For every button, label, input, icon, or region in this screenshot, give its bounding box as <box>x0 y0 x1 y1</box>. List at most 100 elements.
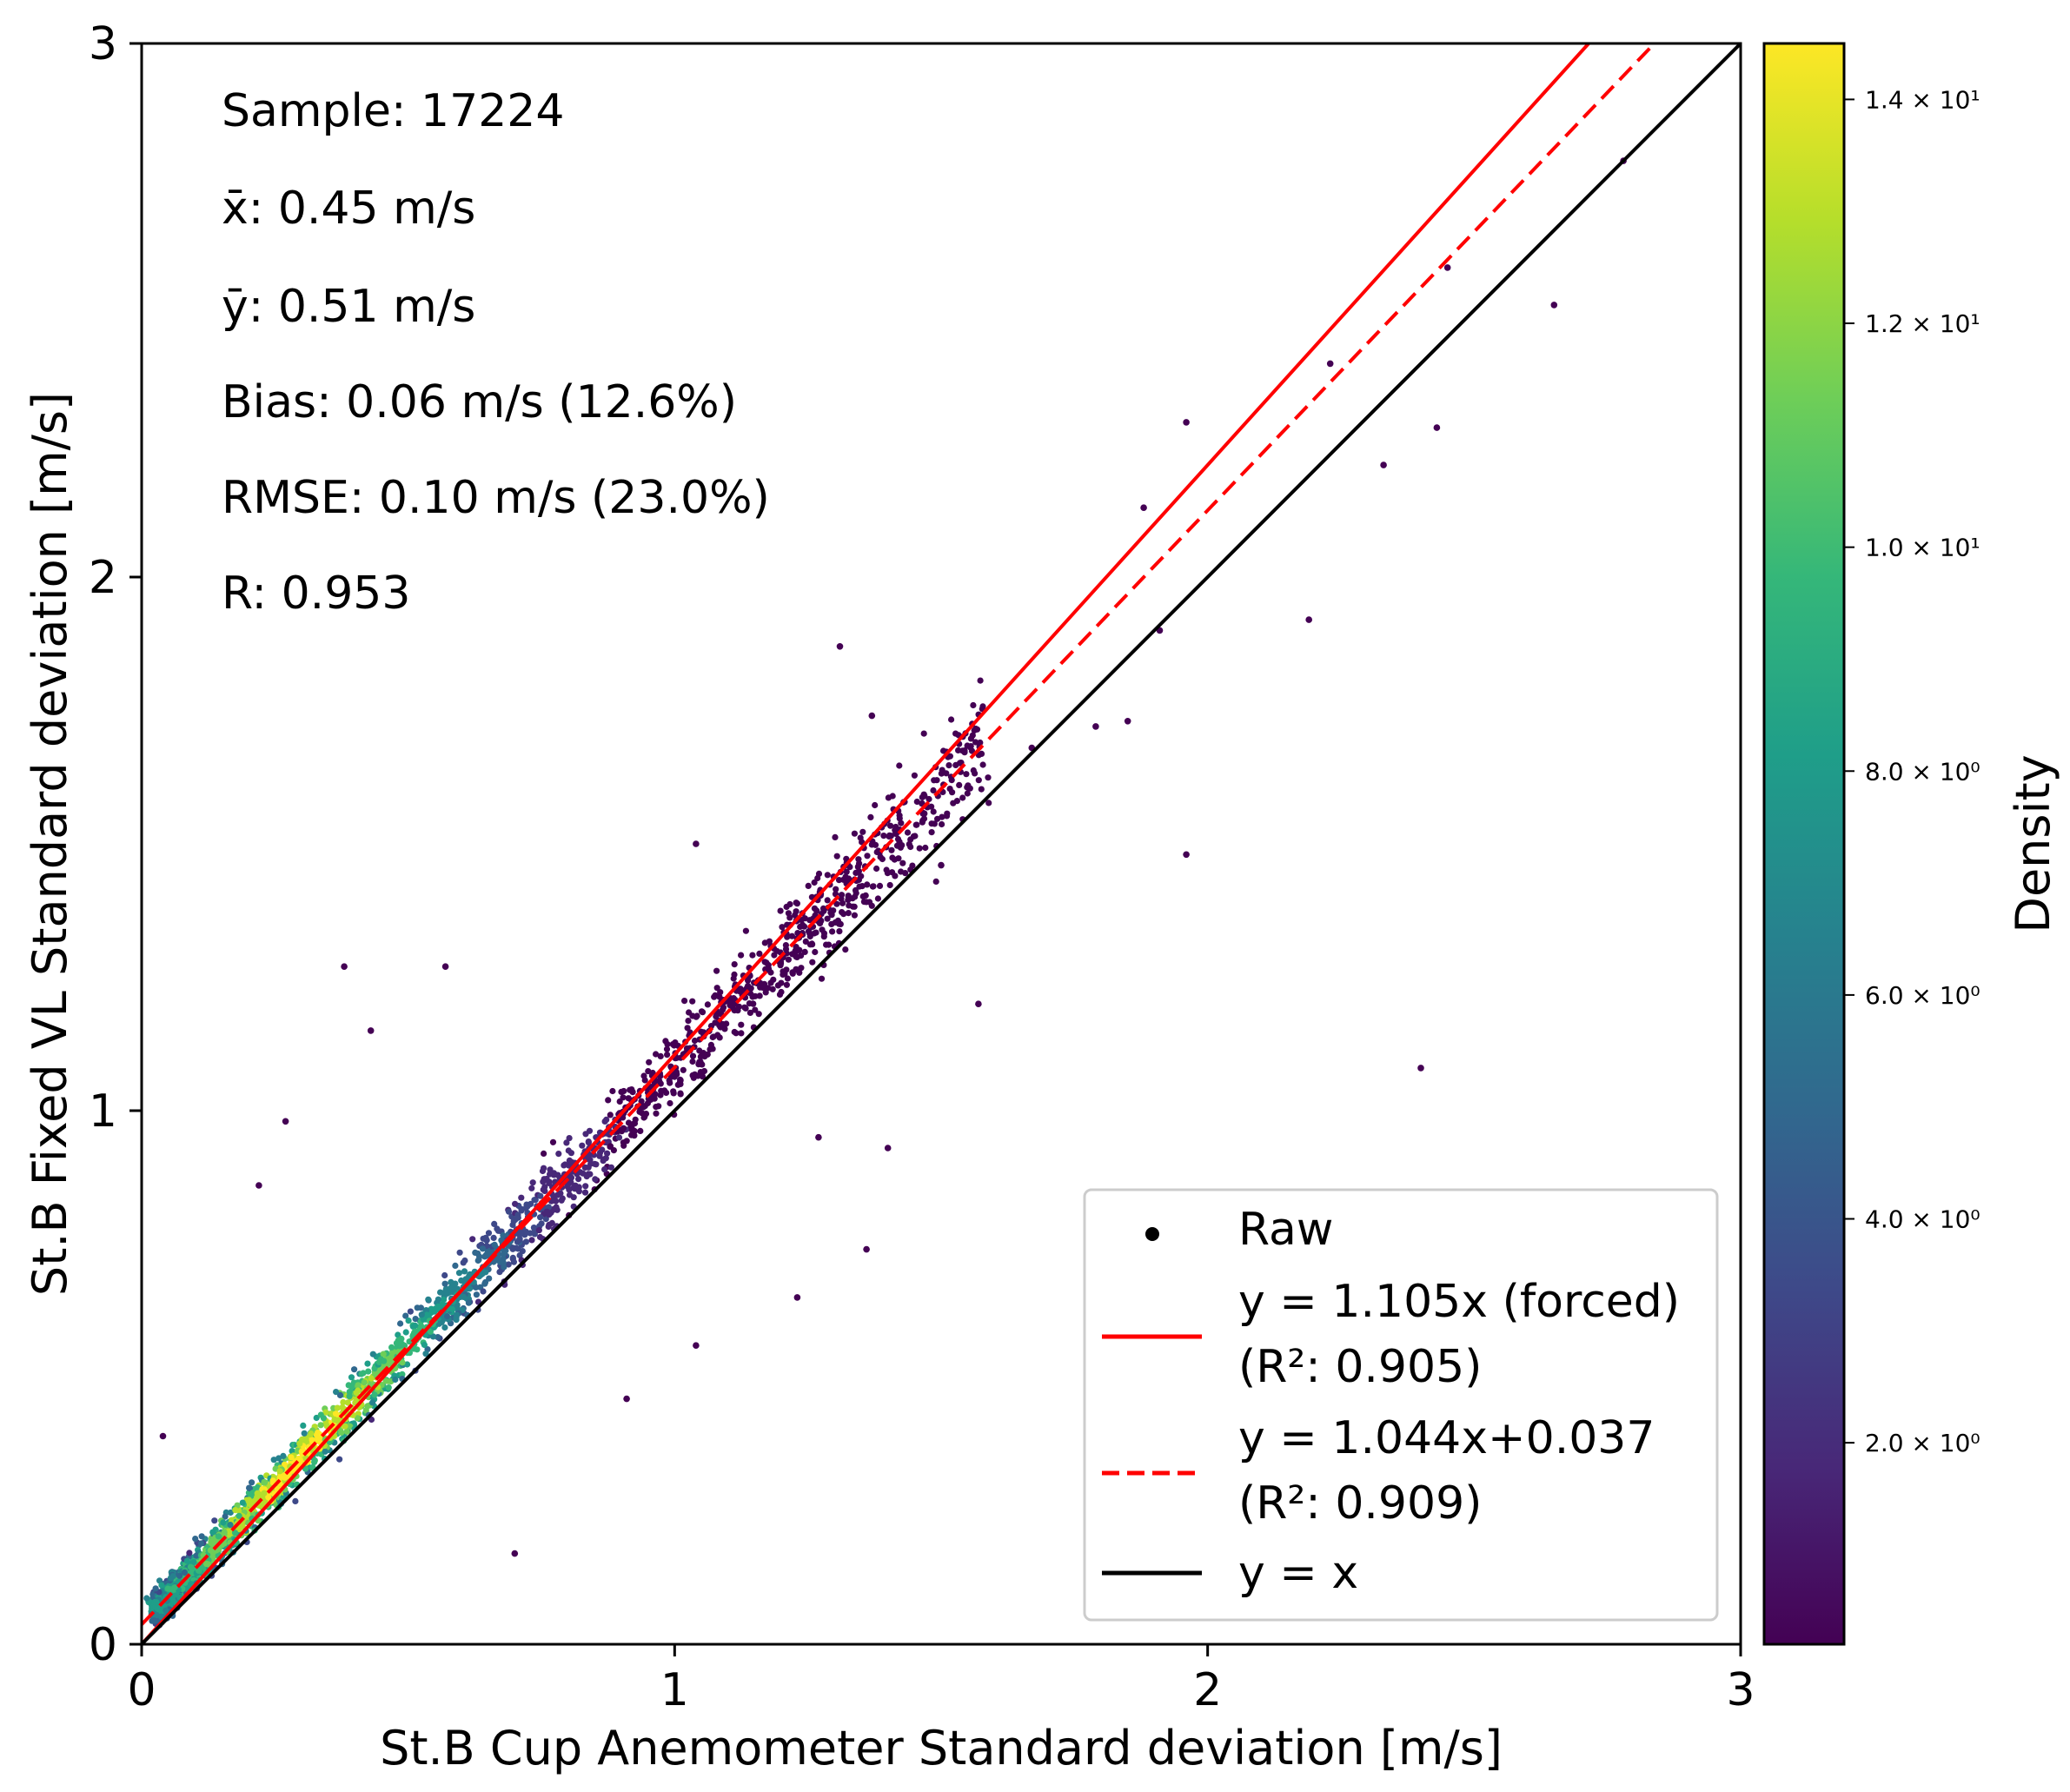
density-point <box>152 1585 159 1592</box>
x-tick-label: 2 <box>1193 1664 1222 1716</box>
density-point <box>355 1382 362 1389</box>
density-point <box>898 820 905 826</box>
density-point <box>261 1478 268 1485</box>
density-point <box>609 1087 616 1095</box>
density-point <box>425 1296 432 1303</box>
density-point <box>738 1021 745 1028</box>
density-point <box>607 1112 614 1118</box>
density-point <box>479 1245 487 1252</box>
density-point <box>420 1316 427 1323</box>
density-point <box>767 979 774 986</box>
density-point <box>911 772 918 779</box>
colorbar-ticks: 2.0 × 10⁰ 4.0 × 10⁰ 6.0 × 10⁰ 8.0 × 10⁰ 1.0 … <box>1844 85 1980 1457</box>
density-point <box>385 1384 392 1391</box>
density-point <box>539 1167 547 1175</box>
density-point <box>849 903 857 910</box>
colorbar-tick-label: 8.0 × 10⁰ <box>1865 757 1980 786</box>
density-point <box>222 1513 229 1520</box>
density-point <box>581 1189 589 1196</box>
outlier-point <box>1183 851 1190 859</box>
density-point <box>543 1208 550 1215</box>
density-point <box>793 899 799 906</box>
density-point <box>873 848 880 856</box>
density-point <box>620 1094 627 1101</box>
y-axis-title: St.B Fixed VL Standard deviation [m/s] <box>23 392 77 1296</box>
density-point <box>505 1261 512 1268</box>
density-point <box>835 877 843 884</box>
density-point <box>663 1089 670 1096</box>
density-point <box>164 1585 171 1592</box>
density-point <box>877 853 884 860</box>
density-point <box>570 1194 577 1201</box>
density-point <box>784 975 792 982</box>
density-point <box>441 1271 448 1279</box>
density-point <box>585 1138 592 1145</box>
density-point <box>423 1307 430 1314</box>
outlier-point <box>836 643 844 650</box>
colorbar-tick-label: 1.2 × 10¹ <box>1865 309 1980 338</box>
density-point <box>346 1393 353 1400</box>
density-point <box>956 781 963 789</box>
density-point <box>887 822 894 829</box>
density-point <box>601 1166 608 1173</box>
density-point <box>192 1536 199 1543</box>
outlier-point <box>693 1342 700 1349</box>
density-point <box>254 1494 261 1501</box>
density-point <box>421 1341 428 1349</box>
density-point <box>745 982 752 989</box>
density-point <box>548 1219 555 1226</box>
density-point <box>891 856 898 863</box>
density-point <box>777 962 784 969</box>
density-point <box>874 895 882 902</box>
density-point <box>799 921 806 928</box>
density-point <box>707 1041 715 1048</box>
density-point <box>516 1236 523 1243</box>
density-point <box>572 1182 579 1189</box>
density-point <box>509 1221 516 1229</box>
density-point <box>731 961 738 968</box>
density-point <box>518 1194 525 1201</box>
density-point <box>884 870 891 877</box>
density-point <box>766 938 773 945</box>
colorbar-tick-label: 1.0 × 10¹ <box>1865 534 1980 562</box>
x-axis-title: St.B Cup Anemometer Standard deviation [… <box>380 1721 1503 1775</box>
density-point <box>334 1404 341 1411</box>
density-point <box>388 1344 395 1351</box>
density-point <box>670 1090 677 1097</box>
density-point <box>353 1390 360 1397</box>
density-point <box>885 794 892 801</box>
density-point <box>738 952 745 959</box>
density-point <box>684 1025 691 1032</box>
density-point <box>481 1280 488 1287</box>
density-point <box>575 1176 582 1183</box>
density-point <box>311 1457 318 1463</box>
density-point <box>752 1006 759 1013</box>
density-point <box>344 1399 351 1406</box>
density-point <box>658 1087 665 1094</box>
density-point <box>227 1509 234 1517</box>
density-point <box>731 971 738 978</box>
density-point <box>607 1164 615 1171</box>
density-point <box>723 1020 730 1027</box>
colorbar: 2.0 × 10⁰ 4.0 × 10⁰ 6.0 × 10⁰ 8.0 × 10⁰ 1.0 … <box>1762 42 2060 1646</box>
density-point <box>514 1245 521 1252</box>
density-point <box>783 950 790 957</box>
legend-box <box>1083 1188 1719 1622</box>
density-point <box>664 1052 671 1059</box>
density-point <box>441 1280 448 1287</box>
density-point <box>681 998 688 1005</box>
density-point <box>592 1176 599 1183</box>
density-point <box>322 1448 328 1455</box>
density-point <box>689 998 696 1005</box>
density-point <box>280 1452 287 1459</box>
density-point <box>893 842 901 849</box>
density-point <box>512 1200 519 1207</box>
density-point <box>593 1161 600 1168</box>
density-point <box>491 1220 498 1227</box>
density-point <box>517 1230 524 1237</box>
density-point <box>625 1119 633 1126</box>
density-point <box>985 774 992 781</box>
density-point <box>876 882 884 890</box>
density-point <box>554 1191 561 1198</box>
density-point <box>308 1430 315 1437</box>
